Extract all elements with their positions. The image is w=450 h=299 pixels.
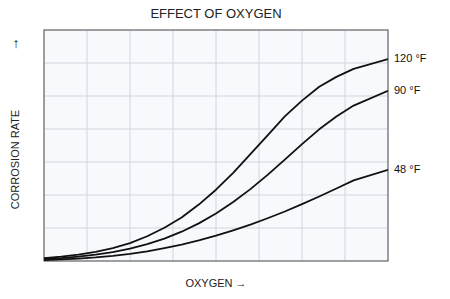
x-axis-label: OXYGEN → (185, 277, 246, 289)
chart: 120 °F 90 °F 48 °F EFFECT OF OXYGEN OXYGEN →… (0, 0, 450, 299)
y-axis-arrow: ↑ (13, 35, 20, 51)
grid-line-y (44, 195, 388, 196)
lines (44, 59, 388, 260)
grid-line-x (87, 30, 88, 261)
series-line (44, 91, 388, 259)
series-labels: 120 °F 90 °F 48 °F (394, 52, 427, 175)
title: EFFECT OF OXYGEN (150, 6, 281, 21)
series-line (44, 59, 388, 258)
series-label: 120 °F (394, 52, 427, 64)
grid-line-y (44, 129, 388, 130)
grid-line-x (130, 30, 131, 261)
series-line (44, 170, 388, 260)
grid-line-x (345, 30, 346, 261)
grid-line-y (44, 162, 388, 163)
grid (44, 30, 388, 261)
series-label: 90 °F (394, 84, 421, 96)
y-axis-label: CORROSION RATE (9, 110, 21, 209)
series-label: 48 °F (394, 163, 421, 175)
grid-line-x (173, 30, 174, 261)
grid-line-y (44, 228, 388, 229)
plot-frame (44, 30, 388, 261)
grid-line-y (44, 63, 388, 64)
grid-line-x (216, 30, 217, 261)
grid-line-y (44, 96, 388, 97)
plot-background (44, 30, 388, 261)
